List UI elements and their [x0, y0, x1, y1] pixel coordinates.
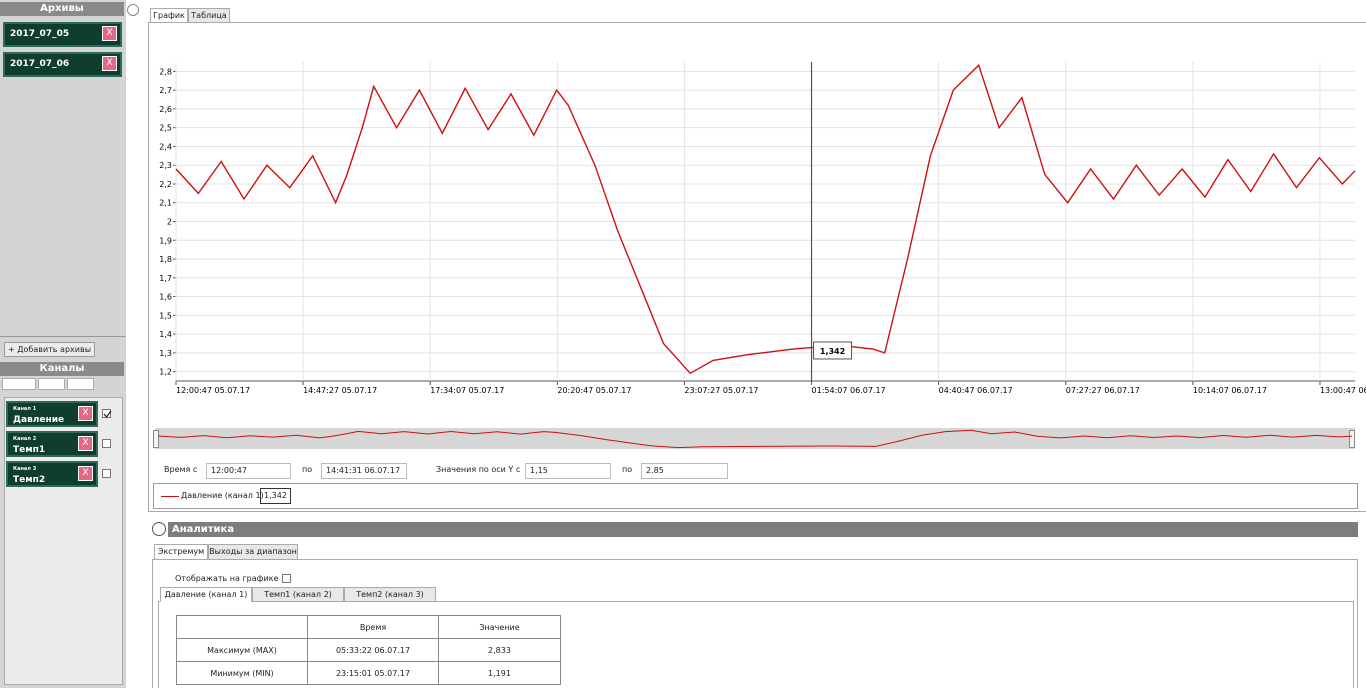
tab[interactable]: Темп1 (канал 2)	[252, 587, 344, 602]
channel-item[interactable]: Канал 3 Темп2	[6, 461, 98, 487]
header-cell: Время	[307, 615, 439, 639]
remove-button[interactable]: X	[102, 56, 117, 71]
tab[interactable]: Выходы за диапазон	[208, 544, 298, 560]
channels-header: Каналы	[0, 362, 124, 376]
legend-swatch	[161, 496, 179, 497]
remove-button[interactable]: X	[78, 406, 93, 421]
cell: 23:15:01 05.07.17	[307, 661, 439, 685]
collapse-button[interactable]	[152, 522, 166, 536]
time-from-input[interactable]: 12:00:47	[206, 463, 291, 479]
channel-name: Темп1	[13, 445, 46, 455]
channel-checkbox[interactable]	[102, 469, 111, 478]
archives-header: Архивы	[0, 2, 124, 16]
chart-panel	[148, 22, 1366, 512]
cell: Максимум (MAX)	[176, 638, 308, 662]
collapse-button[interactable]	[127, 4, 139, 16]
header-cell: Значение	[438, 615, 561, 639]
cell: Минимум (MIN)	[176, 661, 308, 685]
tab[interactable]: Экстремум	[154, 544, 208, 560]
y-from-input[interactable]: 1,15	[525, 463, 611, 479]
navigator[interactable]	[155, 428, 1355, 449]
legend-label: Давление (канал 1)	[181, 491, 264, 500]
legend	[153, 483, 1358, 509]
add-archives-button[interactable]: + Добавить архивы	[4, 342, 96, 357]
analytics-panel	[152, 559, 1358, 688]
channel-number: Канал 1	[13, 406, 37, 412]
toolbar-dropdown[interactable]	[38, 378, 65, 390]
cell: 1,191	[438, 661, 561, 685]
show-checkbox[interactable]	[282, 574, 291, 583]
y-to-input[interactable]: 2.85	[641, 463, 728, 479]
label: Отображать на графике	[175, 574, 279, 583]
cell: 2,833	[438, 638, 561, 662]
check-mark	[103, 410, 112, 419]
remove-button[interactable]: X	[78, 466, 93, 481]
navigator-handle[interactable]	[1349, 430, 1355, 448]
channel-name: Давление	[13, 415, 65, 425]
channel-checkbox[interactable]	[102, 439, 111, 448]
cell: 05:33:22 06.07.17	[307, 638, 439, 662]
label: Время с	[164, 465, 198, 474]
channel-panel	[158, 601, 1354, 688]
cell	[176, 615, 308, 639]
channel-name: Темп2	[13, 475, 46, 485]
channel-item[interactable]: Канал 1 Давление	[6, 401, 98, 427]
channel-checkbox[interactable]	[102, 409, 112, 419]
divider	[0, 336, 126, 337]
analytics-header: Аналитика	[168, 522, 1358, 537]
label: по	[302, 465, 313, 474]
tab[interactable]: Темп2 (канал 3)	[344, 587, 436, 602]
remove-button[interactable]: X	[78, 436, 93, 451]
toolbar-dropdown[interactable]	[67, 378, 94, 390]
label: по	[622, 465, 633, 474]
legend-value: 1,342	[260, 488, 291, 504]
toolbar-dropdown[interactable]	[2, 378, 36, 390]
tab[interactable]: Таблица	[188, 8, 230, 23]
remove-button[interactable]: X	[102, 26, 117, 41]
tab[interactable]: Давление (канал 1)	[160, 587, 252, 602]
channel-number: Канал 2	[13, 436, 37, 442]
navigator-handle[interactable]	[153, 430, 159, 448]
label: Значения по оси Y с	[436, 465, 521, 474]
tab[interactable]: График	[150, 8, 188, 23]
extremum-table: Время Значение Максимум (MAX) 05:33:22 06.…	[176, 615, 561, 685]
time-to-input[interactable]: 14:41:31 06.07.17	[321, 463, 407, 479]
channel-number: Канал 3	[13, 466, 37, 472]
